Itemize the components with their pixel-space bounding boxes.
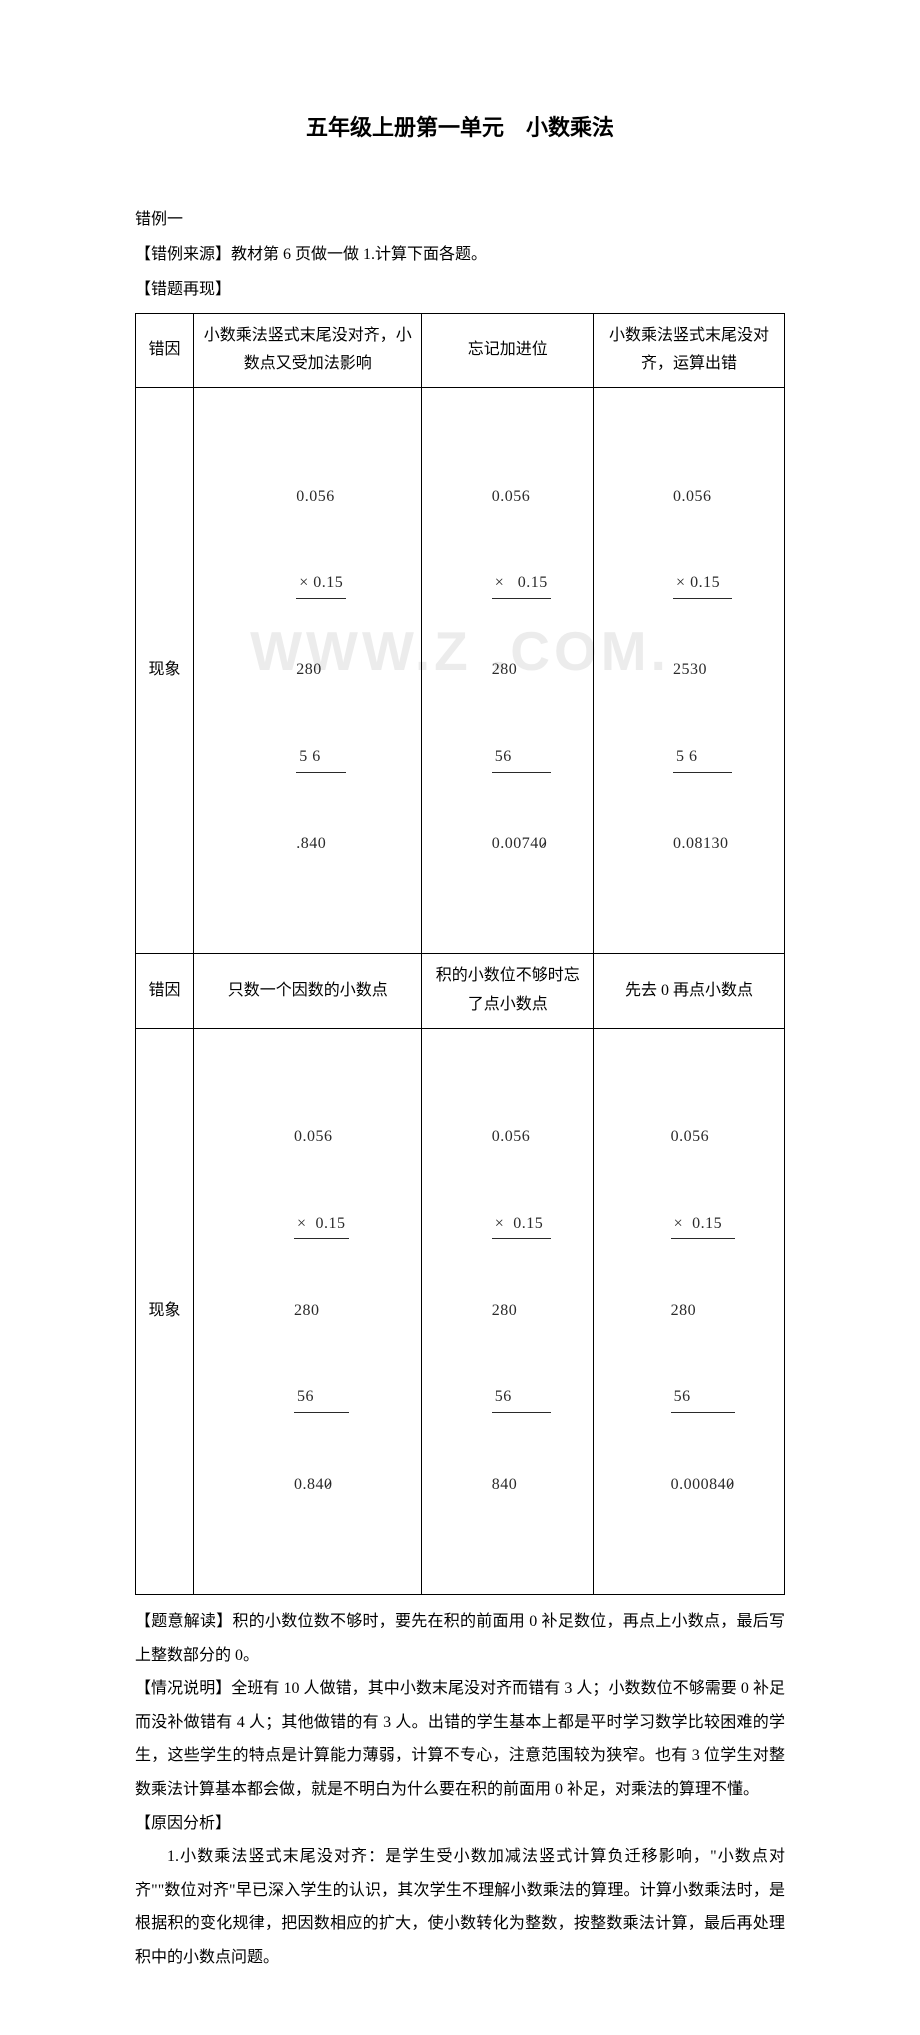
hw-num: 5 6 [673,743,732,773]
table-row: 错因 只数一个因数的小数点 积的小数位不够时忘了点小数点 先去 0 再点小数点 [136,954,785,1029]
hw-num: 0.056 [492,1123,551,1152]
hw-result: 0.00740 [492,830,551,859]
hw-num: 0.056 [673,483,732,512]
hw-result: 840 [492,1471,551,1500]
hw-num: × 0.15 [492,569,551,599]
hw-num: 280 [294,1297,349,1326]
cause-label-para: 【原因分析】 [135,1807,785,1841]
hw-num: 0.056 [492,483,551,512]
hw-result: 0.000840 [671,1471,735,1500]
situation-text: 全班有 10 人做错，其中小数末尾没对齐而错有 3 人；小数数位不够需要 0 补… [135,1680,785,1798]
interpret-para: 【题意解读】积的小数位数不够时，要先在积的前面用 0 补足数位，再点上小数点，最… [135,1605,785,1672]
handwriting-calc: 0.056 × 0.15 280 56 0.00740 [492,425,551,917]
handwriting-calc: 0.056 × 0.15 2530 5 6 0.08130 [673,425,732,917]
hw-num: 280 [671,1297,735,1326]
situation-label: 【情况说明】 [135,1680,231,1697]
cause-cell-3: 小数乘法竖式末尾没对齐，运算出错 [594,313,785,388]
hw-result: 0.08130 [673,830,732,859]
cause-cell-2: 忘记加进位 [422,313,594,388]
hw-num: 56 [492,1383,551,1413]
reproduce-label: 【错题再现】 [135,272,785,307]
hw-num: 280 [492,656,551,685]
hw-num: 5 6 [296,743,346,773]
row-label-cause: 错因 [136,313,194,388]
hw-num: 56 [671,1383,735,1413]
example-label: 错例一 [135,202,785,237]
calc-cell-6: 0.056 × 0.15 280 56 0.000840 [594,1028,785,1594]
interpret-text: 积的小数位数不够时，要先在积的前面用 0 补足数位，再点上小数点，最后写上整数部… [135,1613,785,1664]
hw-num: 280 [296,656,346,685]
hw-num: 0.056 [296,483,346,512]
calc-cell-1: 0.056 × 0.15 280 5 6 .840 [194,388,422,954]
hw-num: 56 [294,1383,349,1413]
hw-num: 0.056 [671,1123,735,1152]
hw-res-text: 0.0074 [492,835,539,852]
hw-num: × 0.15 [492,1210,551,1240]
row-label-phenom: 现象 [136,1028,194,1594]
hw-num: 56 [492,743,551,773]
table-row: 现象 0.056 × 0.15 280 5 6 .840 0.056 × 0.1… [136,388,785,954]
source-text: 教材第 6 页做一做 1.计算下面各题。 [231,246,487,263]
hw-num: 0.056 [294,1123,349,1152]
table-row: 错因 小数乘法竖式末尾没对齐，小数点又受加法影响 忘记加进位 小数乘法竖式末尾没… [136,313,785,388]
hw-num: × 0.15 [673,569,732,599]
hw-strike: 0 [324,1476,333,1493]
calc-cell-2: 0.056 × 0.15 280 56 0.00740 [422,388,594,954]
hw-strike: 0 [539,835,548,852]
calc-cell-3: 0.056 × 0.15 2530 5 6 0.08130 [594,388,785,954]
interpret-label: 【题意解读】 [135,1613,233,1630]
source-label: 【错例来源】 [135,246,231,263]
handwriting-calc: 0.056 × 0.15 280 56 840 [492,1066,551,1558]
handwriting-calc: 0.056 × 0.15 280 5 6 .840 [296,425,346,917]
cause-cell-6: 先去 0 再点小数点 [594,954,785,1029]
hw-res-text: 0.84 [294,1476,324,1493]
hw-num: × 0.15 [671,1210,735,1240]
cause-cell-5: 积的小数位不够时忘了点小数点 [422,954,594,1029]
hw-num: × 0.15 [296,569,346,599]
table-row: 现象 0.056 × 0.15 280 56 0.840 0.056 × 0.1… [136,1028,785,1594]
handwriting-calc: 0.056 × 0.15 280 56 0.000840 [671,1066,735,1558]
handwriting-calc: 0.056 × 0.15 280 56 0.840 [294,1066,349,1558]
cause-text-para: 1.小数乘法竖式末尾没对齐：是学生受小数加减法竖式计算负迁移影响，"小数点对齐"… [135,1840,785,1974]
situation-para: 【情况说明】全班有 10 人做错，其中小数末尾没对齐而错有 3 人；小数数位不够… [135,1672,785,1806]
hw-result: 0.840 [294,1471,349,1500]
cause-cell-1: 小数乘法竖式末尾没对齐，小数点又受加法影响 [194,313,422,388]
cause-cell-4: 只数一个因数的小数点 [194,954,422,1029]
page-title: 五年级上册第一单元 小数乘法 [135,110,785,142]
calc-cell-5: 0.056 × 0.15 280 56 840 [422,1028,594,1594]
calc-cell-4: 0.056 × 0.15 280 56 0.840 [194,1028,422,1594]
hw-strike: 0 [726,1476,735,1493]
source-line: 【错例来源】教材第 6 页做一做 1.计算下面各题。 [135,237,785,272]
hw-result: .840 [296,830,346,859]
hw-num: × 0.15 [294,1210,349,1240]
row-label-cause: 错因 [136,954,194,1029]
error-table: 错因 小数乘法竖式末尾没对齐，小数点又受加法影响 忘记加进位 小数乘法竖式末尾没… [135,313,785,1595]
hw-num: 280 [492,1297,551,1326]
hw-res-text: 0.00084 [671,1476,727,1493]
row-label-phenom: 现象 [136,388,194,954]
hw-num: 2530 [673,656,732,685]
